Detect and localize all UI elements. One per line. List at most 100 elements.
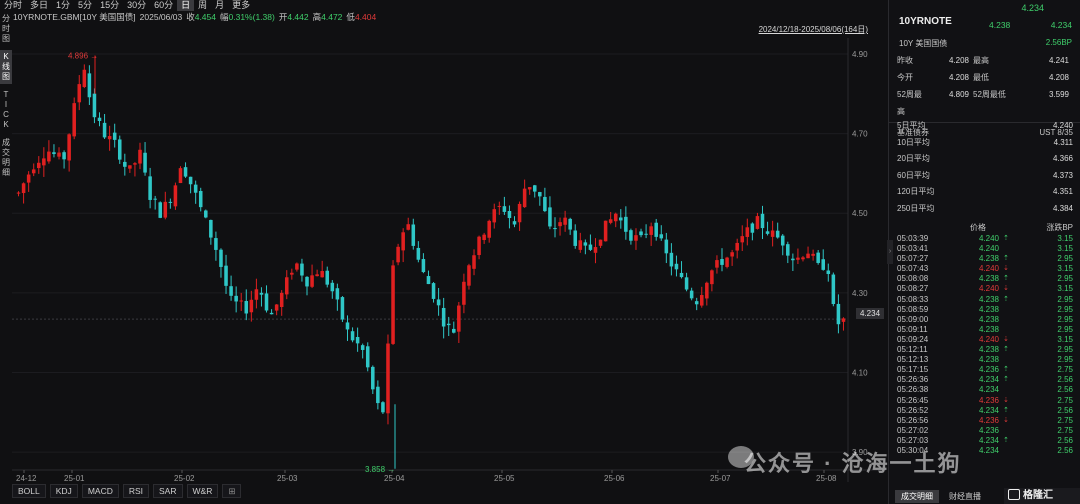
candle-body: [553, 228, 557, 230]
candle-body: [568, 218, 572, 230]
indicator-tab-2[interactable]: MACD: [81, 484, 119, 498]
quote-grid: 昨收 4.208 最高 4.241 今开 4.208 最低 4.208 52周最高 4.809 52…: [889, 52, 1080, 140]
candle-body: [274, 304, 279, 311]
trade-bp: 3.15: [1057, 334, 1073, 344]
candle-body: [158, 202, 163, 218]
brand-name: 格隆汇: [1023, 490, 1053, 501]
info-date: 2025/06/03: [139, 12, 183, 22]
quote-row: 昨收 4.208 最高 4.241: [889, 52, 1080, 69]
candle-body: [87, 73, 92, 98]
indicator-tab-4[interactable]: SAR: [153, 484, 183, 498]
candle-body: [502, 206, 507, 212]
candle-body: [396, 246, 400, 263]
y-tick-label: 3.90: [852, 448, 868, 457]
trade-arrow-none: [999, 385, 1013, 395]
average-label: 250日平均: [897, 203, 935, 213]
candle-body: [37, 162, 41, 169]
trade-arrow-none: [999, 244, 1013, 254]
timeframe-10[interactable]: 更多: [232, 0, 251, 10]
trade-row: 05:26:38 4.234 2.56: [889, 385, 1080, 395]
timeframe-7[interactable]: 日: [177, 0, 195, 11]
indicator-tab-1[interactable]: KDJ: [49, 484, 78, 498]
trade-price: 4.240: [978, 264, 999, 274]
trade-time: 05:26:38: [897, 385, 929, 395]
timeframe-6[interactable]: 60分: [154, 0, 174, 10]
candle-body: [57, 152, 61, 157]
candle-body: [765, 231, 770, 234]
indicator-tab-5[interactable]: W&R: [186, 484, 219, 498]
timeframe-5[interactable]: 30分: [127, 0, 147, 10]
timeframe-2[interactable]: 1分: [56, 0, 71, 10]
candle-body: [229, 286, 233, 296]
trade-bp: 2.75: [1057, 365, 1073, 375]
trade-bp: 2.56: [1057, 405, 1073, 415]
timeframe-3[interactable]: 5分: [78, 0, 93, 10]
panel-tab-0[interactable]: 成交明细: [895, 490, 939, 503]
candle-body: [538, 192, 542, 197]
candle-body: [345, 322, 350, 330]
trade-arrow-up-icon: ⇡: [1003, 295, 1009, 303]
y-tick-label: 4.10: [852, 368, 868, 377]
timeframe-8[interactable]: 周: [198, 0, 208, 10]
add-indicator-button[interactable]: ⊞: [222, 484, 242, 498]
candle-body: [679, 272, 684, 278]
trade-price: 4.238: [978, 355, 999, 365]
quote-value: 4.241: [1048, 56, 1069, 65]
panel-tab-1[interactable]: 财经直播: [949, 492, 981, 501]
x-tick-label: 25-03: [277, 474, 298, 482]
candle-body: [457, 305, 461, 332]
trade-time: 05:03:39: [897, 234, 929, 243]
average-value: 4.384: [1052, 203, 1073, 213]
candle-body: [16, 192, 21, 194]
candle-body: [472, 255, 476, 269]
trade-arrow-none: [999, 355, 1013, 365]
x-tick-label: 25-05: [494, 474, 515, 482]
quote-label: 52周最高: [897, 90, 922, 116]
candle-body: [462, 281, 466, 305]
candle-body: [300, 263, 304, 276]
trade-bp: 3.15: [1057, 264, 1073, 274]
trade-price: 4.238: [978, 345, 999, 355]
trade-row: 05:26:56 4.236 ⇣ 2.75: [889, 416, 1080, 426]
candlestick-chart[interactable]: 4.90 4.70 4.50 4.30 4.10 3.90 4.896 → 3.858 → 24…: [12, 38, 886, 482]
average-label: 60日平均: [897, 170, 930, 180]
candle-body: [644, 233, 648, 235]
candle-body: [153, 198, 157, 200]
candle-body: [522, 188, 527, 208]
vtab-0[interactable]: 分时图: [2, 14, 10, 43]
trade-arrow-up-icon: ⇡: [1003, 376, 1009, 384]
vtab-3[interactable]: 成交明细: [2, 138, 10, 177]
candle-body: [548, 207, 552, 227]
candle-body: [786, 244, 790, 256]
candle-body: [295, 263, 299, 270]
collapse-panel-handle[interactable]: ›: [887, 240, 893, 264]
timeframe-0[interactable]: 分时: [4, 0, 23, 10]
trade-row: 05:12:13 4.238 2.95: [889, 355, 1080, 365]
trade-arrow-none: [999, 305, 1013, 315]
quote-label: 今开: [897, 73, 913, 82]
timeframe-1[interactable]: 多日: [30, 0, 49, 10]
indicator-tab-0[interactable]: BOLL: [12, 484, 46, 498]
candle-body: [694, 301, 699, 305]
info-change-label: 幅: [220, 12, 229, 22]
candle-body: [816, 252, 820, 263]
trade-price: 4.240: [978, 244, 999, 254]
timeframe-4[interactable]: 15分: [100, 0, 120, 10]
date-range-link[interactable]: 2024/12/18-2025/08/06(164日): [758, 25, 868, 34]
trade-price: 4.234: [978, 435, 999, 445]
trade-price: 4.236: [978, 425, 999, 435]
trade-arrow-up-icon: ⇡: [1003, 346, 1009, 354]
last-price-tag: 4.234: [856, 308, 885, 319]
indicator-tab-3[interactable]: RSI: [122, 484, 150, 498]
candle-body: [791, 258, 795, 261]
candle-body: [588, 244, 593, 250]
trade-bp: 2.95: [1057, 355, 1073, 365]
trade-time: 05:30:04: [897, 445, 929, 455]
timeframe-9[interactable]: 月: [215, 0, 225, 10]
candle-body: [796, 257, 800, 260]
candle-body: [209, 219, 213, 238]
candle-body: [583, 242, 588, 246]
